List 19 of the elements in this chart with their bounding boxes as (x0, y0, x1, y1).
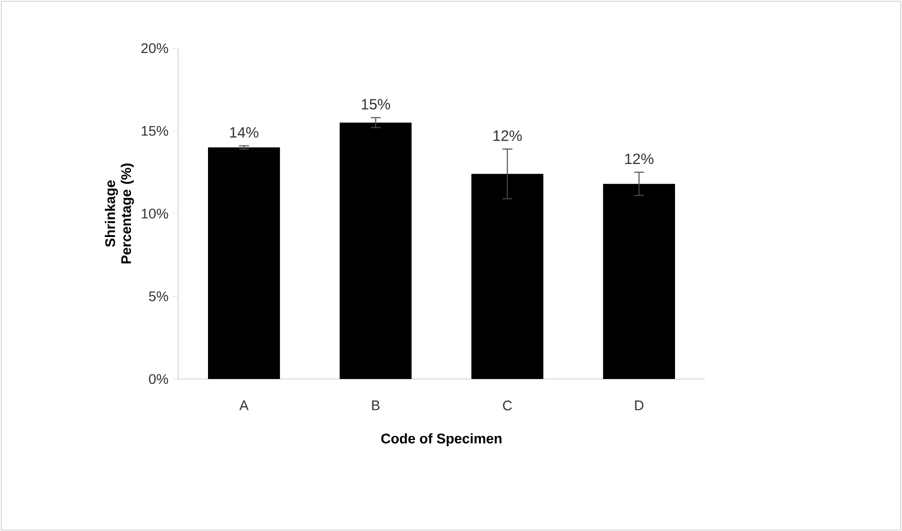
data-label: 14% (230, 127, 258, 138)
data-label: 12% (494, 130, 522, 141)
y-tick-label: 0% (149, 374, 168, 384)
x-tick-label: C (503, 400, 512, 410)
data-label: 12% (625, 153, 654, 164)
x-tick-label: D (635, 400, 644, 410)
y-tick-label: 5% (149, 291, 168, 302)
bar (471, 174, 544, 379)
x-axis-title: Code of Specimen (381, 433, 502, 446)
bar (340, 122, 412, 379)
y-axis-title: Shrinkage Percentage (%) (104, 163, 134, 264)
y-tick-label: 10% (142, 208, 168, 218)
x-tick-label: A (239, 400, 249, 410)
bar (208, 147, 280, 379)
y-tick-label: 20% (141, 43, 168, 54)
x-tick-label: B (372, 400, 380, 410)
bar (603, 184, 676, 379)
data-label: 15% (362, 98, 390, 110)
y-tick-label: 15% (142, 126, 168, 136)
